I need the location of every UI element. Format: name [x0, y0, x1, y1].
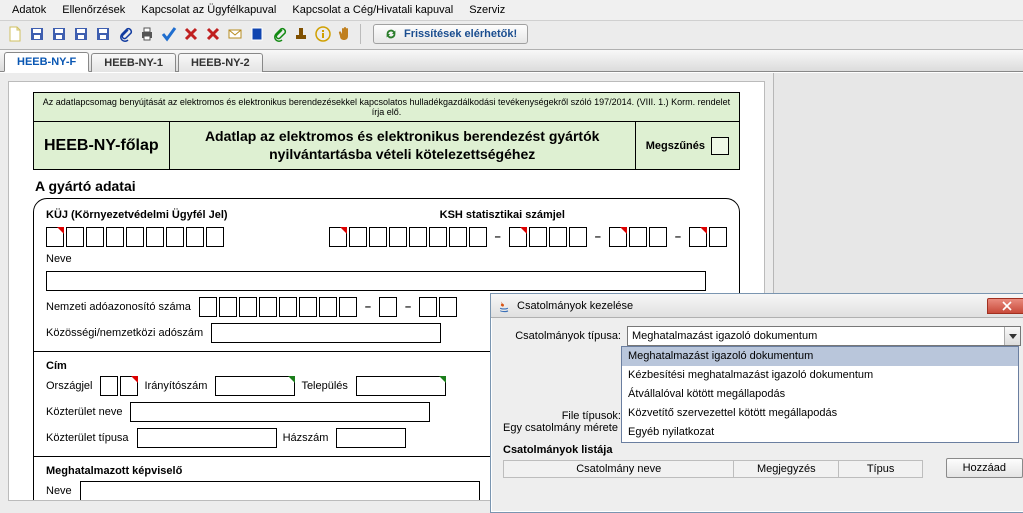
city-input[interactable] [356, 376, 446, 396]
menu-item[interactable]: Kapcsolat a Cég/Hivatali kapuval [286, 2, 459, 18]
house-input[interactable] [336, 428, 406, 448]
menu-item[interactable]: Szerviz [463, 2, 511, 18]
tab[interactable]: HEEB-NY-F [4, 52, 89, 72]
attach-icon[interactable] [270, 25, 288, 43]
stamp-icon[interactable] [292, 25, 310, 43]
street-type-input[interactable] [137, 428, 277, 448]
kuj-label: KÜJ (Környezetvédelmi Ügyfél Jel) [46, 209, 230, 221]
dropdown-option[interactable]: Meghatalmazást igazoló dokumentum [622, 347, 1018, 366]
ksh-cells-1[interactable] [329, 227, 487, 247]
ksh-label: KSH statisztikai számjel [440, 209, 567, 221]
intl-tax-label: Közösségi/nemzetközi adószám [46, 327, 205, 339]
street-name-label: Közterület neve [46, 406, 124, 418]
save-as-icon[interactable] [50, 25, 68, 43]
house-label: Házszám [283, 432, 331, 444]
ksh-cells-3[interactable] [609, 227, 667, 247]
dialog-close-button[interactable] [987, 298, 1023, 314]
combo-value: Meghatalmazást igazoló dokumentum [632, 330, 817, 342]
tab[interactable]: HEEB-NY-1 [91, 53, 176, 72]
toolbar: Frissítések elérhetők! [0, 21, 1023, 50]
national-tax-label: Nemzeti adóazonosító száma [46, 301, 193, 313]
book-icon[interactable] [248, 25, 266, 43]
form-header: Az adatlapcsomag benyújtását az elektrom… [33, 92, 740, 170]
one-size-label: Egy csatolmány mérete [503, 422, 618, 434]
rep-name-input[interactable] [80, 481, 480, 501]
col-note[interactable]: Megjegyzés [734, 461, 839, 478]
cessation-checkbox[interactable] [711, 137, 729, 155]
updates-button[interactable]: Frissítések elérhetők! [373, 24, 528, 44]
attachments-dialog: Csatolmányok kezelése Csatolmányok típus… [490, 293, 1023, 513]
tax-cells-1[interactable] [199, 297, 357, 317]
zip-input[interactable] [215, 376, 295, 396]
attachment-list-title: Csatolmányok listája [503, 444, 1021, 456]
col-type[interactable]: Típus [839, 461, 923, 478]
col-name[interactable]: Csatolmány neve [504, 461, 734, 478]
attachment-type-combo[interactable]: Meghatalmazást igazoló dokumentum [627, 326, 1021, 346]
dropdown-option[interactable]: Kézbesítési meghatalmazást igazoló dokum… [622, 366, 1018, 385]
delete-icon[interactable] [182, 25, 200, 43]
regulation-text: Az adatlapcsomag benyújtását az elektrom… [34, 93, 739, 122]
delete2-icon[interactable] [204, 25, 222, 43]
attachment-type-dropdown[interactable]: Meghatalmazást igazoló dokumentumKézbesí… [621, 346, 1019, 443]
ksh-cells-2[interactable] [509, 227, 587, 247]
rep-title: Meghatalmazott képviselő [46, 465, 184, 477]
cessation-label: Megszűnés [646, 140, 705, 152]
street-type-label: Közterület típusa [46, 432, 131, 444]
kuj-cells[interactable] [46, 227, 224, 247]
name-input[interactable] [46, 271, 706, 291]
mail-icon[interactable] [226, 25, 244, 43]
updates-label: Frissítések elérhetők! [404, 28, 517, 40]
dropdown-option[interactable]: Közvetítő szervezettel kötött megállapod… [622, 404, 1018, 423]
manufacturer-section-title: A gyártó adatai [35, 178, 738, 194]
open-icon[interactable] [94, 25, 112, 43]
menubar: AdatokEllenőrzésekKapcsolat az Ügyfélkap… [0, 0, 1023, 21]
java-icon [497, 299, 511, 313]
hand-icon[interactable] [336, 25, 354, 43]
save-icon[interactable] [28, 25, 46, 43]
form-code: HEEB-NY-főlap [34, 122, 170, 169]
file-types-label: File típusok: [503, 410, 621, 422]
street-name-input[interactable] [130, 402, 430, 422]
rep-name-label: Neve [46, 485, 74, 497]
tax-cells-3[interactable] [419, 297, 457, 317]
save-all-icon[interactable] [72, 25, 90, 43]
attachment-list-table: Csatolmány neve Megjegyzés Típus [503, 460, 923, 478]
new-icon[interactable] [6, 25, 24, 43]
ksh-cells-4[interactable] [689, 227, 727, 247]
city-label: Település [301, 380, 349, 392]
tabs-row: HEEB-NY-FHEEB-NY-1HEEB-NY-2 [0, 50, 1023, 72]
print-icon[interactable] [138, 25, 156, 43]
add-button[interactable]: Hozzáad [946, 458, 1023, 478]
tab[interactable]: HEEB-NY-2 [178, 53, 263, 72]
address-title: Cím [46, 360, 69, 372]
info-icon[interactable] [314, 25, 332, 43]
form-title: Adatlap az elektromos és elektronikus be… [170, 122, 636, 169]
country-label: Országjel [46, 380, 94, 392]
chevron-down-icon[interactable] [1004, 327, 1020, 345]
attachment-type-label: Csatolmányok típusa: [503, 330, 621, 342]
menu-item[interactable]: Adatok [6, 2, 52, 18]
name-label: Neve [46, 253, 74, 265]
paste-icon[interactable] [116, 25, 134, 43]
menu-item[interactable]: Ellenőrzések [56, 2, 131, 18]
zip-label: Irányítószám [144, 380, 209, 392]
dropdown-option[interactable]: Átvállalóval kötött megállapodás [622, 385, 1018, 404]
add-button-label: Hozzáad [963, 462, 1006, 474]
tax-cells-2[interactable] [379, 297, 397, 317]
menu-item[interactable]: Kapcsolat az Ügyfélkapuval [135, 2, 282, 18]
intl-tax-input[interactable] [211, 323, 441, 343]
dropdown-option[interactable]: Egyéb nyilatkozat [622, 423, 1018, 442]
dialog-title-text: Csatolmányok kezelése [517, 300, 633, 312]
check-icon[interactable] [160, 25, 178, 43]
country-cells[interactable] [100, 376, 138, 396]
